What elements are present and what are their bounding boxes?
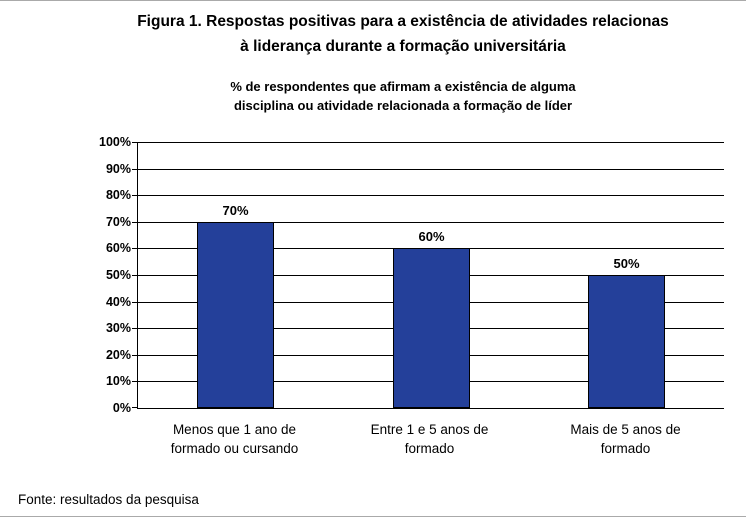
y-axis-tick-label: 90% (105, 161, 131, 176)
y-axis-tick (132, 328, 138, 329)
y-axis-tick-label: 10% (105, 374, 131, 389)
y-axis-tick-label: 20% (105, 347, 131, 362)
bar (393, 248, 470, 408)
figure-title-line1: Figura 1. Respostas positivas para a exi… (137, 13, 669, 30)
gridline (138, 195, 724, 196)
y-axis-tick (132, 248, 138, 249)
bar (588, 275, 665, 408)
bar (197, 222, 274, 408)
x-axis-category-label: Menos que 1 ano de formado ou cursando (170, 422, 299, 456)
figure-title: Figura 1. Respostas positivas para a exi… (60, 9, 746, 59)
page-top-edge-line (0, 0, 746, 1)
chart-subtitle-line2: disciplina ou atividade relacionada a fo… (233, 97, 573, 113)
y-axis-tick-label: 100% (99, 135, 131, 149)
source-note: Fonte: resultados da pesquisa (18, 492, 199, 507)
y-axis-tick (132, 302, 138, 303)
y-axis-tick (132, 407, 138, 408)
y-axis-tick (132, 142, 138, 143)
bar-value-label: 50% (613, 256, 640, 271)
chart-subtitle: % de respondentes que afirmam a existênc… (60, 78, 746, 115)
y-axis-tick-label: 50% (105, 268, 131, 282)
y-axis-tick (132, 195, 138, 196)
y-axis-tick (132, 381, 138, 382)
x-axis-category-label: Entre 1 e 5 anos de formado (370, 422, 489, 456)
y-axis-tick (132, 169, 138, 170)
y-axis-tick (132, 355, 138, 356)
gridline (138, 169, 724, 170)
gridline (138, 222, 724, 223)
y-axis-tick (132, 275, 138, 276)
bar-value-label: 70% (222, 203, 249, 218)
x-axis-category-label: Mais de 5 anos de formado (570, 422, 681, 456)
y-axis-tick-label: 30% (105, 321, 131, 336)
y-axis-tick-label: 60% (105, 241, 131, 256)
y-axis-tick-label: 70% (105, 214, 131, 229)
y-axis-tick-label: 0% (112, 401, 131, 415)
y-axis-tick (132, 222, 138, 223)
gridline (138, 142, 724, 143)
figure-title-line2: à liderança durante a formação universit… (240, 38, 566, 55)
chart-subtitle-line1: % de respondentes que afirmam a existênc… (230, 79, 576, 94)
y-axis-tick-label: 40% (105, 294, 131, 309)
bar-value-label: 60% (418, 229, 445, 244)
y-axis-tick-label: 80% (105, 188, 131, 203)
bar-chart-plot-area: 70% 60% 50% (132, 142, 724, 409)
